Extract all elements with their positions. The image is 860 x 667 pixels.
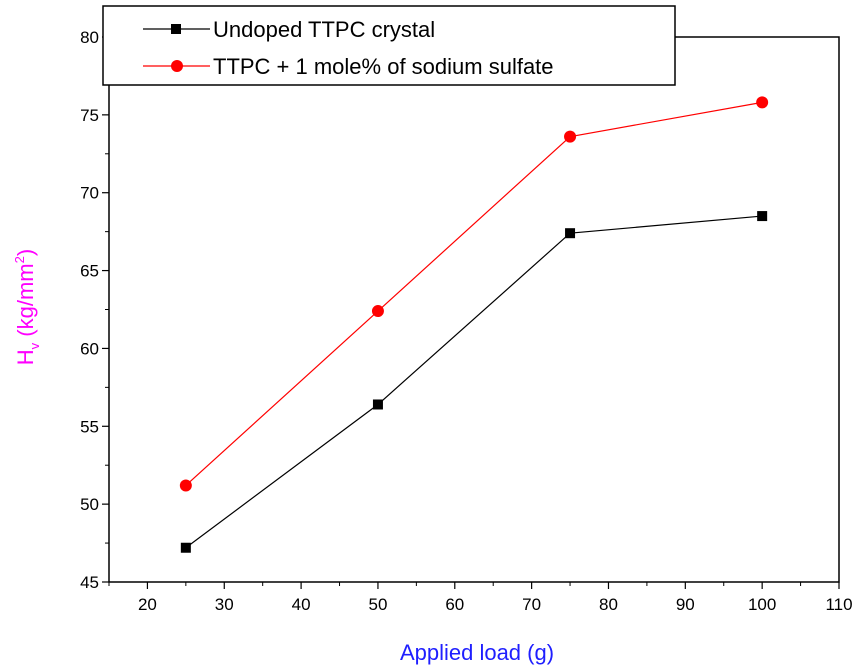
y-axis-title-close: ): [13, 249, 38, 256]
y-tick-label: 75: [80, 106, 99, 125]
legend: Undoped TTPC crystal TTPC + 1 mole% of s…: [102, 5, 676, 86]
x-axis-title: Applied load (g): [400, 640, 554, 665]
y-axis-title-sub: v: [27, 342, 42, 349]
data-point: [179, 479, 192, 492]
data-point: [757, 211, 768, 222]
data-point: [372, 399, 383, 410]
series-line-2: [185, 101, 763, 486]
x-tick-label: 100: [748, 595, 776, 614]
y-tick-label: 60: [80, 339, 99, 358]
data-point: [180, 542, 191, 553]
data-point: [565, 228, 576, 239]
legend-label-series-2: TTPC + 1 mole% of sodium sulfate: [213, 54, 554, 79]
x-tick-label: 90: [676, 595, 695, 614]
y-axis-title-main: H: [13, 349, 38, 365]
x-tick-label: 60: [445, 595, 464, 614]
series-1: [180, 211, 768, 553]
y-tick-label: 55: [80, 417, 99, 436]
y-tick-label: 50: [80, 495, 99, 514]
y-tick-label: 65: [80, 262, 99, 281]
axis-ticks: 20 30 40 50 60 70 80 90 100 110 45 50 55 60 65 70 75 80: [80, 28, 852, 614]
data-point: [564, 130, 577, 143]
y-tick-label: 45: [80, 573, 99, 592]
x-tick-label: 80: [599, 595, 618, 614]
x-tick-label: 110: [825, 595, 852, 614]
data-point: [756, 96, 769, 109]
y-tick-label: 70: [80, 184, 99, 203]
y-axis-title: Hv (kg/mm2): [12, 249, 42, 365]
series-layer: [179, 96, 769, 553]
legend-marker-series-2: [171, 60, 183, 72]
x-tick-label: 70: [522, 595, 541, 614]
series-line-1: [185, 215, 763, 549]
x-tick-label: 40: [292, 595, 311, 614]
legend-box: [102, 5, 676, 86]
y-axis-title-units: (kg/mm: [13, 263, 38, 342]
y-tick-label: 80: [80, 28, 99, 47]
legend-label-series-1: Undoped TTPC crystal: [213, 17, 435, 42]
legend-marker-series-1: [171, 24, 181, 34]
series-2: [179, 96, 769, 492]
y-axis-title-sup: 2: [12, 256, 27, 263]
x-tick-label: 50: [368, 595, 387, 614]
x-tick-label: 30: [215, 595, 234, 614]
data-point: [371, 305, 384, 318]
x-tick-label: 20: [138, 595, 157, 614]
